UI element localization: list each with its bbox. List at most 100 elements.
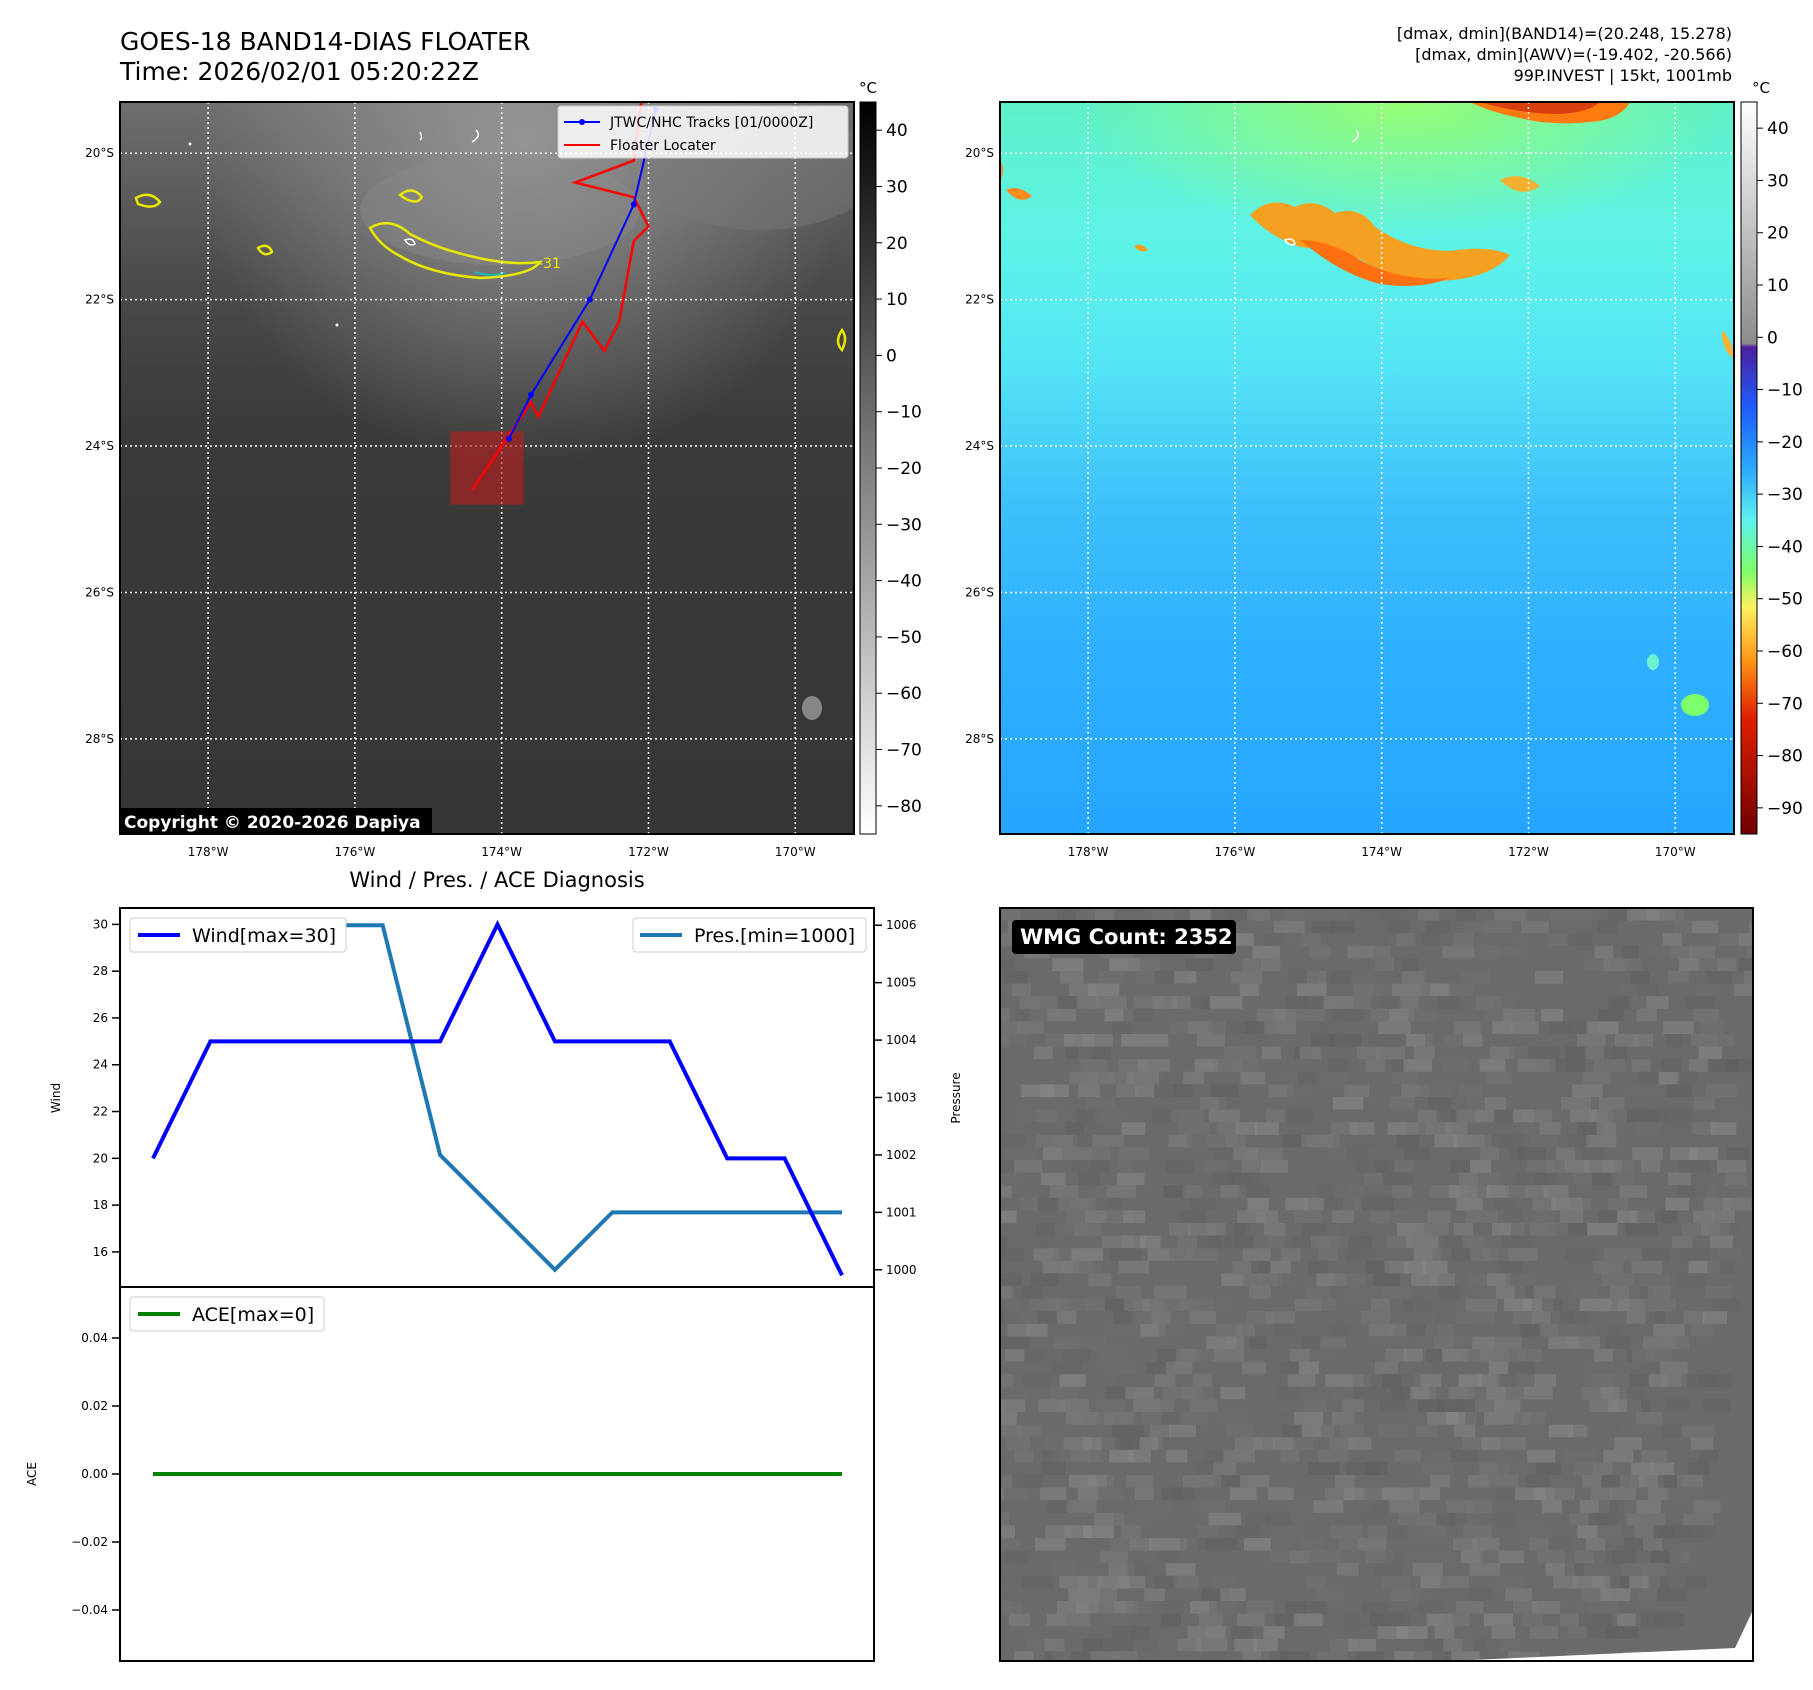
wmg-texture-cell: [1400, 1487, 1422, 1501]
wmg-texture-cell: [1306, 1286, 1331, 1299]
wmg-texture-cell: [1263, 933, 1286, 946]
wmg-texture-cell: [1298, 1361, 1319, 1375]
wmg-texture-cell: [1532, 1197, 1557, 1211]
wmg-texture-cell: [1113, 1311, 1137, 1324]
wmg-texture-cell: [1165, 1361, 1193, 1375]
wmg-texture-cell: [1073, 1336, 1106, 1349]
wmg-texture-cell: [1304, 1601, 1328, 1614]
wmg-texture-cell: [1463, 1525, 1492, 1538]
wmg-texture-cell: [1304, 1399, 1327, 1412]
wmg-texture-cell: [1361, 1601, 1389, 1614]
wmg-texture-cell: [1000, 1487, 1005, 1501]
wmg-texture-cell: [1374, 1563, 1403, 1576]
wmg-texture-cell: [1365, 1462, 1388, 1475]
wmg-texture-cell: [1695, 1185, 1717, 1198]
wmg-texture-cell: [1140, 1323, 1166, 1337]
wmg-texture-cell: [1000, 1185, 1013, 1198]
wmg-texture-cell: [1182, 1588, 1208, 1601]
wmg-texture-cell: [1690, 1437, 1714, 1450]
wmg-texture-cell: [1127, 1563, 1151, 1576]
wmg-texture-cell: [1121, 1034, 1141, 1047]
wmg-texture-cell: [1439, 1575, 1469, 1589]
wmg-texture-cell: [1453, 933, 1474, 946]
wmg-texture-cell: [1126, 1071, 1160, 1085]
wmg-texture-cell: [1270, 1260, 1291, 1274]
wmg-texture-cell: [1302, 1223, 1328, 1236]
wmg-texture-cell: [1000, 1525, 1015, 1538]
wmg-texture-cell: [1297, 1071, 1321, 1085]
wmg-texture-cell: [1033, 1651, 1058, 1661]
wmg-texture-cell: [1706, 971, 1732, 984]
wmg-texture-cell: [1639, 1273, 1670, 1286]
wmg-texture-cell: [1525, 1475, 1550, 1488]
wmg-texture-cell: [1643, 1626, 1673, 1639]
wmg-texture-cell: [1247, 1601, 1275, 1614]
wmg-texture-cell: [1413, 1046, 1435, 1060]
wmg-texture-cell: [1274, 1613, 1297, 1627]
wmg-texture-cell: [1057, 996, 1079, 1009]
wmg-texture-cell: [1316, 1071, 1349, 1085]
wmg-texture-cell: [1358, 1134, 1384, 1148]
wmg-texture-cell: [1701, 1021, 1724, 1034]
wmg-texture-cell: [1456, 908, 1476, 921]
wmg-texture-cell: [1565, 1160, 1590, 1173]
wmg-texture-cell: [1098, 971, 1125, 984]
wmg-texture-cell: [1719, 933, 1742, 946]
wmg-texture-cell: [1431, 1361, 1463, 1375]
wmg-texture-cell: [1086, 1097, 1116, 1110]
wmg-texture-cell: [1005, 1147, 1038, 1160]
wmg-texture-cell: [1220, 1386, 1246, 1400]
wmg-texture-cell: [1726, 1059, 1753, 1072]
wmg-texture-cell: [1306, 1575, 1329, 1589]
wind-axis-label: Wind: [49, 1083, 63, 1113]
wmg-texture-cell: [1173, 1575, 1200, 1589]
wmg-texture-cell: [1076, 908, 1099, 921]
wmg-texture-cell: [1199, 1008, 1221, 1022]
wmg-texture-cell: [1494, 1197, 1515, 1211]
wmg-texture-cell: [1738, 933, 1753, 946]
wmg-texture-cell: [1698, 958, 1721, 971]
island-outline: [471, 129, 479, 143]
wmg-texture-cell: [1000, 1412, 1017, 1425]
wmg-texture-cell: [1252, 1147, 1283, 1160]
colorbar-tick-label: 10: [886, 290, 908, 310]
lat-tick-label: 20°S: [965, 146, 994, 160]
wmg-texture-cell: [1056, 1311, 1077, 1324]
wmg-texture-cell: [1385, 1349, 1407, 1362]
wmg-texture-cell: [1445, 1613, 1470, 1627]
wmg-texture-cell: [1052, 1046, 1079, 1060]
wmg-texture-cell: [1396, 1134, 1420, 1148]
wmg-texture-cell: [1710, 1034, 1735, 1047]
pressure-tick-label: 1004: [886, 1033, 917, 1047]
wmg-texture-cell: [1645, 1311, 1665, 1324]
wmg-texture-cell: [1748, 920, 1753, 934]
map-legend: JTWC/NHC Tracks [01/0000Z] Floater Locat…: [557, 105, 849, 159]
wmg-texture-cell: [1439, 1286, 1461, 1299]
wmg-texture-cell: [1488, 1361, 1509, 1375]
wmg-texture-cell: [1691, 1122, 1716, 1135]
wmg-texture-cell: [950, 1437, 977, 1450]
wmg-texture-cell: [1641, 1160, 1661, 1173]
wmg-texture-cell: [1615, 1323, 1641, 1337]
wmg-texture-cell: [1225, 1134, 1246, 1148]
wmg-texture-cell: [1231, 971, 1263, 984]
copyright-box: [120, 808, 432, 834]
colorbar-tick-label: −30: [1767, 485, 1803, 505]
wmg-texture-cell: [1679, 1248, 1712, 1261]
wmg-texture-cell: [971, 1614, 990, 1627]
wmg-texture-cell: [1309, 945, 1331, 959]
wmg-texture-cell: [1344, 1084, 1370, 1097]
wmg-texture-cell: [1458, 1084, 1483, 1097]
wmg-texture-cell: [1487, 1475, 1520, 1488]
cold-contour: [134, 193, 162, 208]
wmg-texture-cell: [1211, 1172, 1234, 1186]
wmg-texture-cell: [1672, 1034, 1694, 1047]
ace-legend-box: [129, 1296, 325, 1332]
wmg-texture-cell: [1548, 1538, 1570, 1551]
wmg-texture-cell: [1236, 1613, 1265, 1627]
wmg-texture-cell: [1325, 1575, 1348, 1589]
wmg-texture-cell: [1051, 1361, 1083, 1375]
wmg-texture-cell: [1004, 1550, 1029, 1564]
wmg-texture-cell: [1187, 1538, 1210, 1551]
